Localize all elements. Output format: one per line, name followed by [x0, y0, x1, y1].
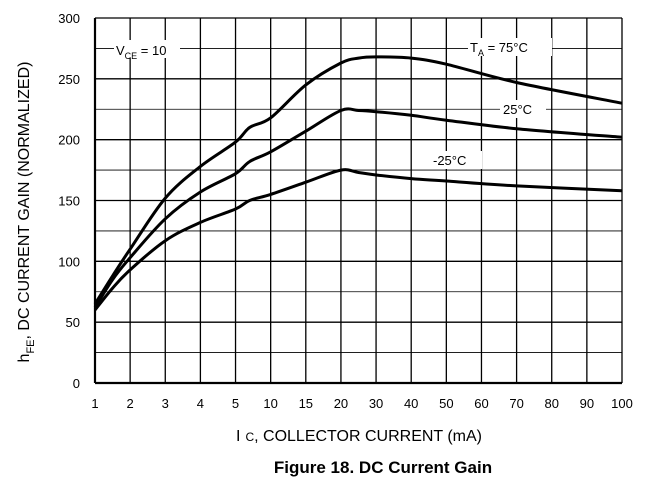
y-tick-label: 100: [58, 254, 80, 269]
x-tick-label: 10: [263, 396, 277, 411]
x-tick-label: 4: [197, 396, 204, 411]
annotations: VCE = 10 TA = 75°C 25°C -25°C: [114, 38, 552, 169]
x-tick-label: 2: [127, 396, 134, 411]
x-tick-label: 40: [404, 396, 418, 411]
x-tick-label: 30: [369, 396, 383, 411]
y-tick-label: 50: [66, 315, 80, 330]
x-tick-label: 100: [611, 396, 633, 411]
series-label-25c: 25°C: [503, 102, 532, 117]
y-tick-label: 0: [73, 376, 80, 391]
major-gridlines: [95, 17, 623, 383]
series-line-1: [93, 107, 623, 309]
y-tick-label: 150: [58, 194, 80, 209]
series-label-bg: [430, 151, 482, 169]
series-label-75c: TA = 75°C: [470, 40, 528, 58]
figure-caption: Figure 18. DC Current Gain: [274, 458, 492, 477]
x-tick-label: 70: [509, 396, 523, 411]
x-tick-label: 90: [580, 396, 594, 411]
x-tick-label: 80: [544, 396, 558, 411]
y-tick-label: 250: [58, 72, 80, 87]
y-tick-label: 200: [58, 133, 80, 148]
condition-label: VCE = 10: [116, 43, 166, 61]
series-label-minus25c: -25°C: [433, 153, 466, 168]
condition-label-bg: [114, 40, 180, 58]
x-tick-label: 60: [474, 396, 488, 411]
series-line-0: [93, 55, 623, 305]
y-tick-label: 300: [58, 11, 80, 26]
series-label-bg: [468, 38, 552, 56]
x-tick-label: 1: [91, 396, 98, 411]
x-axis-title: I C, COLLECTOR CURRENT (mA): [236, 428, 482, 445]
x-tick-label: 5: [232, 396, 239, 411]
x-tick-label: 20: [334, 396, 348, 411]
series-lines: [93, 55, 623, 311]
y-tick-labels: 0 50 100 150 200 250 300: [58, 11, 80, 391]
x-tick-label: 50: [439, 396, 453, 411]
series-line-2: [93, 168, 623, 311]
series-label-bg: [500, 100, 546, 118]
x-tick-label: 15: [299, 396, 313, 411]
y-axis-title: hFE, DC CURRENT GAIN (NORMALIZED): [16, 62, 37, 363]
x-tick-labels: 1 2 3 4 5 10 15 20 30 40 50 60 70 80 90 100: [91, 396, 632, 411]
x-tick-label: 3: [162, 396, 169, 411]
